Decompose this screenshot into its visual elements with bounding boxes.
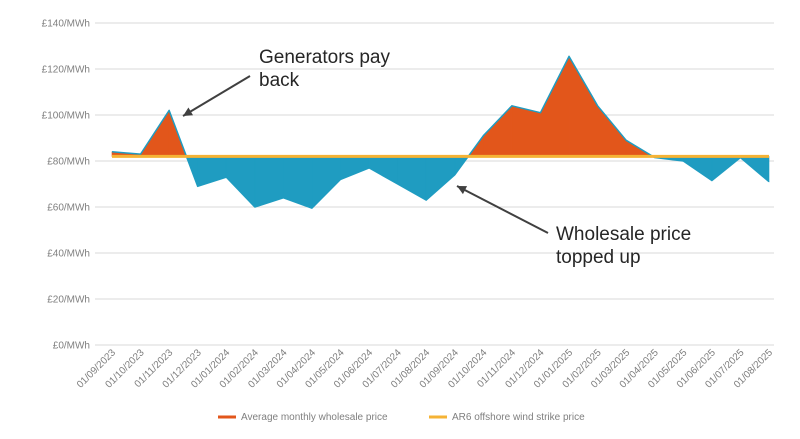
y-tick-label: £60/MWh	[47, 203, 90, 214]
y-tick-label: £40/MWh	[47, 249, 90, 260]
series-line-wholesale	[111, 55, 770, 209]
fill-above-strike	[597, 104, 627, 157]
y-tick-label: £140/MWh	[42, 19, 90, 30]
y-tick-label: £80/MWh	[47, 157, 90, 168]
fill-below-strike	[340, 156, 370, 180]
annotation-text: Wholesale price topped up	[556, 224, 691, 268]
annotation-arrow-line	[182, 75, 251, 117]
series-lines	[111, 55, 770, 209]
annotations: Generators pay back Wholesale price topped …	[182, 47, 691, 268]
fill-below-strike	[283, 156, 313, 209]
annotation-arrow-head	[183, 107, 194, 116]
annotation-arrow-line	[456, 185, 549, 234]
legend-label-strike: AR6 offshore wind strike price	[452, 412, 585, 423]
fill-above-strike	[511, 105, 541, 157]
legend-label-wholesale: Average monthly wholesale price	[241, 412, 388, 423]
y-tick-label: £100/MWh	[42, 111, 90, 122]
y-axis-ticks: £0/MWh £20/MWh £40/MWh £60/MWh £80/MWh £100/M…	[42, 19, 90, 352]
fill-above-strike	[540, 56, 570, 157]
fill-below-strike	[397, 156, 427, 201]
annotation-arrow-head	[457, 186, 468, 195]
fill-above-strike	[568, 55, 598, 157]
legend: Average monthly wholesale price AR6 offs…	[218, 412, 585, 423]
area-fills	[111, 55, 770, 209]
y-tick-label: £120/MWh	[42, 65, 90, 76]
fill-below-strike	[311, 156, 341, 209]
x-axis-ticks: 01/09/202301/10/202301/11/202301/12/2023…	[75, 347, 775, 390]
annotation-text: Generators pay back	[259, 47, 390, 91]
y-tick-label: £20/MWh	[47, 295, 90, 306]
y-tick-label: £0/MWh	[53, 341, 90, 352]
